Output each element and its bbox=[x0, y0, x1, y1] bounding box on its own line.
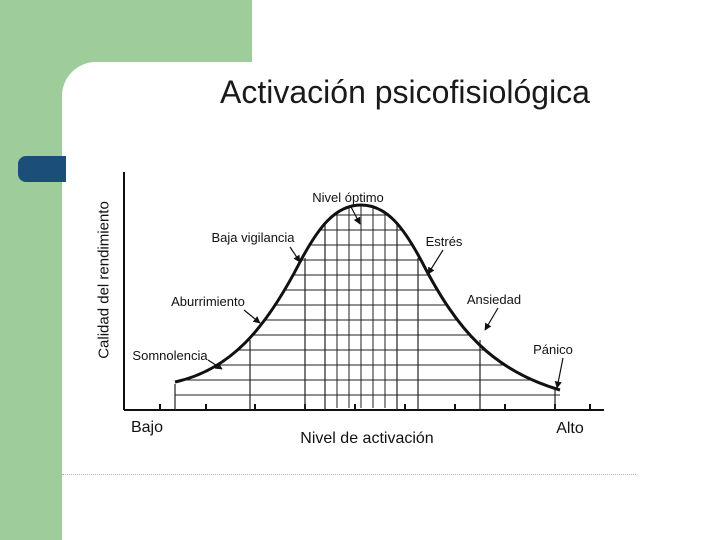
label-panic: Pánico bbox=[533, 342, 573, 357]
label-drowsiness: Somnolencia bbox=[132, 348, 208, 363]
label-anxiety: Ansiedad bbox=[467, 292, 521, 307]
decor-green-side bbox=[0, 0, 62, 540]
label-low-vigilance: Baja vigilancia bbox=[211, 230, 295, 245]
decor-white-corner bbox=[62, 62, 262, 262]
footer-divider bbox=[62, 474, 636, 475]
x-high-label: Alto bbox=[556, 420, 584, 437]
label-pointers bbox=[207, 204, 564, 389]
label-optimal-level: Nivel óptimo bbox=[312, 190, 384, 205]
x-low-label: Bajo bbox=[131, 419, 163, 436]
performance-curve bbox=[174, 203, 561, 392]
slide-title: Activación psicofisiológica bbox=[220, 74, 590, 110]
label-stress: Estrés bbox=[426, 234, 463, 249]
x-axis-label: Nivel de activación bbox=[300, 430, 433, 447]
decor-blue-tab bbox=[18, 156, 66, 182]
zone-boundaries bbox=[174, 222, 556, 410]
label-boredom: Aburrimiento bbox=[171, 294, 245, 309]
